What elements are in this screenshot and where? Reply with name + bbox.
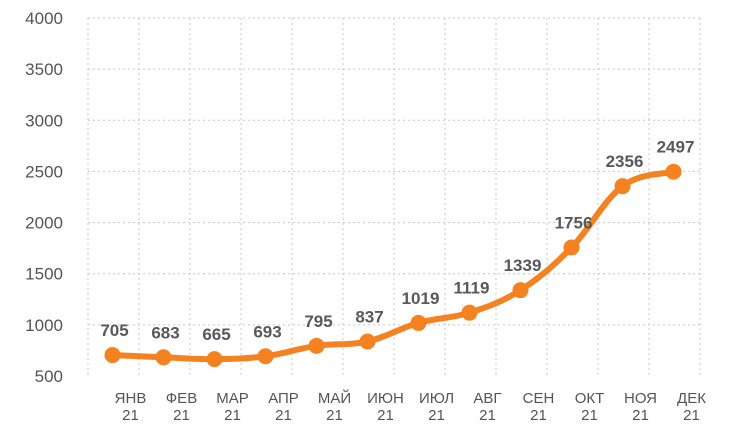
y-tick-label: 500 bbox=[35, 367, 63, 386]
data-label: 693 bbox=[253, 322, 281, 341]
y-tick-label: 2500 bbox=[25, 162, 63, 181]
data-point bbox=[257, 348, 274, 365]
x-axis: ЯНВ 21 ФЕВ 21 МАР 21 АПР 21 МАЙ 21 ИЮН 21 ИЮЛ 21 АВГ 21… bbox=[115, 389, 707, 424]
x-tick-label: СЕН 21 bbox=[523, 390, 555, 424]
y-tick-label: 1000 bbox=[25, 316, 63, 335]
x-tick-label: МАР 21 bbox=[216, 390, 249, 424]
series bbox=[104, 163, 682, 368]
y-tick-label: 3500 bbox=[25, 60, 63, 79]
data-labels: 705 683 665 693 795 837 1019 1119 1339 1756 2356 24… bbox=[100, 138, 694, 344]
x-tick-label: АПР 21 bbox=[268, 390, 299, 424]
data-label: 665 bbox=[202, 325, 230, 344]
grid bbox=[87, 17, 701, 376]
x-tick-label: ИЮН 21 bbox=[367, 390, 404, 424]
y-tick-label: 4000 bbox=[25, 9, 63, 28]
data-point bbox=[563, 239, 580, 256]
series-line bbox=[109, 168, 677, 363]
data-label: 705 bbox=[100, 321, 128, 340]
data-point bbox=[410, 314, 427, 331]
data-label: 1339 bbox=[504, 256, 542, 275]
x-tick-label: ИЮЛ 21 bbox=[419, 390, 454, 424]
data-label: 1119 bbox=[454, 279, 490, 298]
data-label: 795 bbox=[304, 312, 332, 331]
data-point bbox=[512, 282, 529, 299]
y-tick-label: 1500 bbox=[25, 265, 63, 284]
data-point bbox=[308, 337, 325, 354]
x-tick-label: НОЯ 21 bbox=[624, 390, 657, 424]
data-point bbox=[206, 351, 223, 368]
data-point bbox=[155, 349, 172, 366]
data-point bbox=[665, 163, 682, 180]
data-point bbox=[461, 304, 478, 321]
x-tick-label: ДЕК 21 bbox=[677, 390, 706, 424]
data-point bbox=[104, 347, 121, 364]
data-label: 837 bbox=[355, 308, 383, 327]
data-point bbox=[359, 333, 376, 350]
data-label: 1019 bbox=[402, 289, 440, 308]
x-tick-label: МАЙ 21 bbox=[318, 389, 351, 424]
data-label: 683 bbox=[151, 323, 179, 342]
y-tick-label: 2000 bbox=[25, 214, 63, 233]
data-label: 1756 bbox=[555, 214, 593, 233]
y-axis: 500 1000 1500 2000 2500 3000 3500 4000 bbox=[25, 9, 63, 386]
y-tick-label: 3000 bbox=[25, 111, 63, 130]
data-label: 2497 bbox=[657, 138, 695, 157]
x-tick-label: ЯНВ 21 bbox=[115, 390, 147, 424]
data-label: 2356 bbox=[606, 152, 644, 171]
data-point bbox=[614, 178, 631, 195]
x-tick-label: ФЕВ 21 bbox=[166, 390, 197, 424]
x-tick-label: ОКТ 21 bbox=[575, 390, 605, 424]
x-tick-label: АВГ 21 bbox=[473, 390, 501, 424]
